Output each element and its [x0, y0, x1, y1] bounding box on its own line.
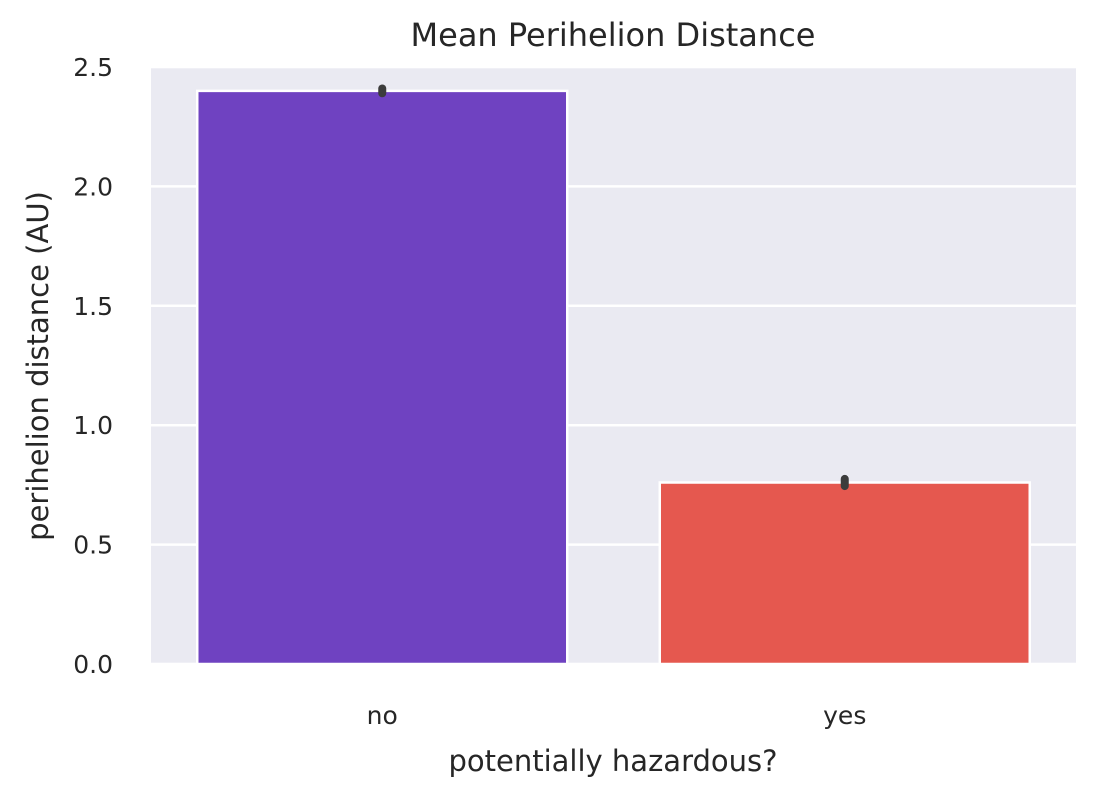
y-tick-label: 2.5 — [73, 53, 113, 82]
y-tick-label: 1.0 — [73, 411, 113, 440]
bar-no — [196, 89, 569, 666]
y-tick-label: 0.0 — [73, 650, 113, 679]
chart-title: Mean Perihelion Distance — [411, 16, 816, 54]
y-tick-label: 2.0 — [73, 172, 113, 201]
y-tick-label: 1.5 — [73, 292, 113, 321]
bars — [196, 89, 1031, 666]
bar-yes — [658, 481, 1031, 666]
x-tick-label: yes — [823, 701, 866, 730]
error-bars — [378, 84, 849, 491]
x-axis-label: potentially hazardous? — [448, 744, 777, 778]
y-tick-label: 0.5 — [73, 531, 113, 560]
y-axis-label: perihelion distance (AU) — [21, 191, 55, 541]
y-tick-labels: 0.0 0.5 1.0 1.5 2.0 2.5 — [73, 53, 113, 679]
x-tick-labels: no yes — [367, 701, 867, 730]
x-tick-label: no — [367, 701, 398, 730]
